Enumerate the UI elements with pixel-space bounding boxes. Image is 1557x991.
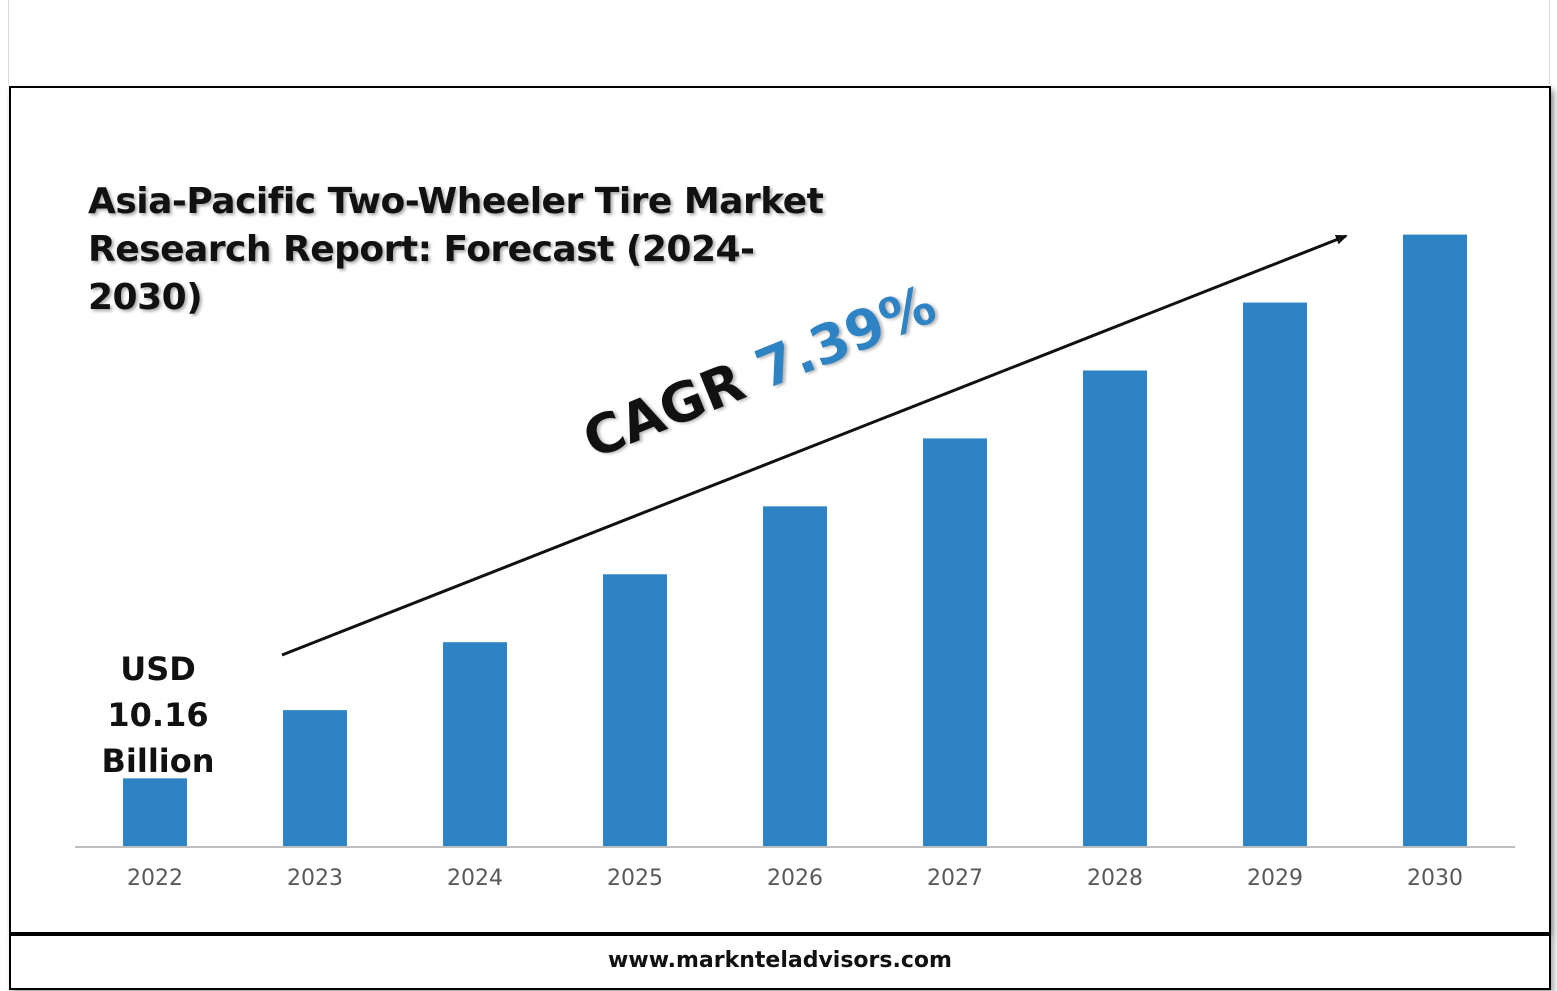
x-tick-label-2029: 2029	[1247, 866, 1303, 891]
bar-2024	[443, 642, 507, 846]
first-bar-value-label: USD 10.16 Billion	[96, 646, 220, 784]
bar-2022	[123, 778, 187, 846]
bar-2025	[603, 574, 667, 846]
bar-label-unit: Billion	[101, 742, 215, 780]
bar-2029	[1243, 302, 1307, 846]
top-border	[8, 0, 1550, 84]
bar-label-currency: USD	[120, 650, 196, 688]
bar-label-amount: 10.16	[107, 696, 209, 734]
trend-arrow	[281, 234, 1348, 657]
bar-2026	[763, 506, 827, 846]
bar-2023	[283, 710, 347, 846]
bar-2028	[1083, 370, 1147, 846]
x-tick-label-2023: 2023	[287, 866, 343, 891]
x-tick-label-2028: 2028	[1087, 866, 1143, 891]
x-tick-labels: 2022 2023 2024 2025 2026 2027 2028 2029 2030	[127, 866, 1463, 891]
x-tick-label-2030: 2030	[1407, 866, 1463, 891]
x-tick-label-2026: 2026	[767, 866, 823, 891]
x-tick-label-2024: 2024	[447, 866, 503, 891]
bars-group	[123, 234, 1467, 846]
chart-title: Asia-Pacific Two-Wheeler Tire Market Res…	[88, 181, 824, 318]
footer: www.marknteladvisors.com	[9, 934, 1551, 990]
x-tick-label-2025: 2025	[607, 866, 663, 891]
x-tick-label-2022: 2022	[127, 866, 183, 891]
bar-2027	[923, 438, 987, 846]
footer-website[interactable]: www.marknteladvisors.com	[608, 948, 952, 973]
bar-2030	[1403, 234, 1467, 846]
x-tick-label-2027: 2027	[927, 866, 983, 891]
